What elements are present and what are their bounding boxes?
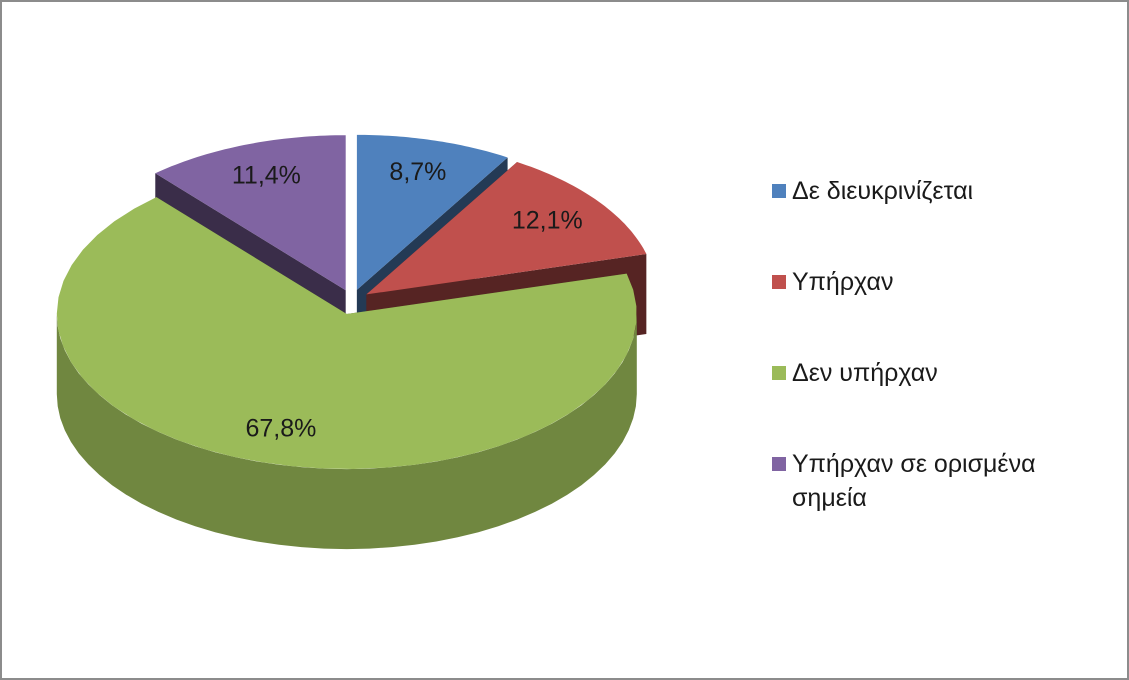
legend-label: Υπήρχαν σε ορισμένα σημεία <box>792 450 1036 512</box>
legend-label: Υπήρχαν <box>792 268 894 296</box>
pie-chart: 8,7% 12,1% 67,8% 11,4% <box>56 134 647 550</box>
slice <box>56 197 637 469</box>
data-label: 12,1% <box>512 206 583 234</box>
slice-side <box>56 314 637 550</box>
legend-swatch <box>772 366 786 380</box>
legend: Δε διευκρινίζεται Υπήρχαν Δεν υπήρχαν Υπήρχ… <box>772 174 1102 572</box>
legend-swatch <box>772 184 786 198</box>
legend-item: Υπήρχαν <box>772 265 1102 299</box>
slice <box>155 135 346 291</box>
legend-label: Δεν υπήρχαν <box>792 359 938 387</box>
legend-swatch <box>772 275 786 289</box>
legend-item: Δεν υπήρχαν <box>772 356 1102 390</box>
data-label: 67,8% <box>245 414 316 442</box>
slice <box>356 134 508 290</box>
legend-swatch <box>772 457 786 471</box>
legend-label: Δε διευκρινίζεται <box>792 177 974 205</box>
slice <box>366 162 647 295</box>
legend-item: Δε διευκρινίζεται <box>772 174 1102 208</box>
data-label: 8,7% <box>389 158 446 186</box>
data-label: 11,4% <box>232 162 301 190</box>
legend-item: Υπήρχαν σε ορισμένα σημεία <box>772 447 1102 515</box>
